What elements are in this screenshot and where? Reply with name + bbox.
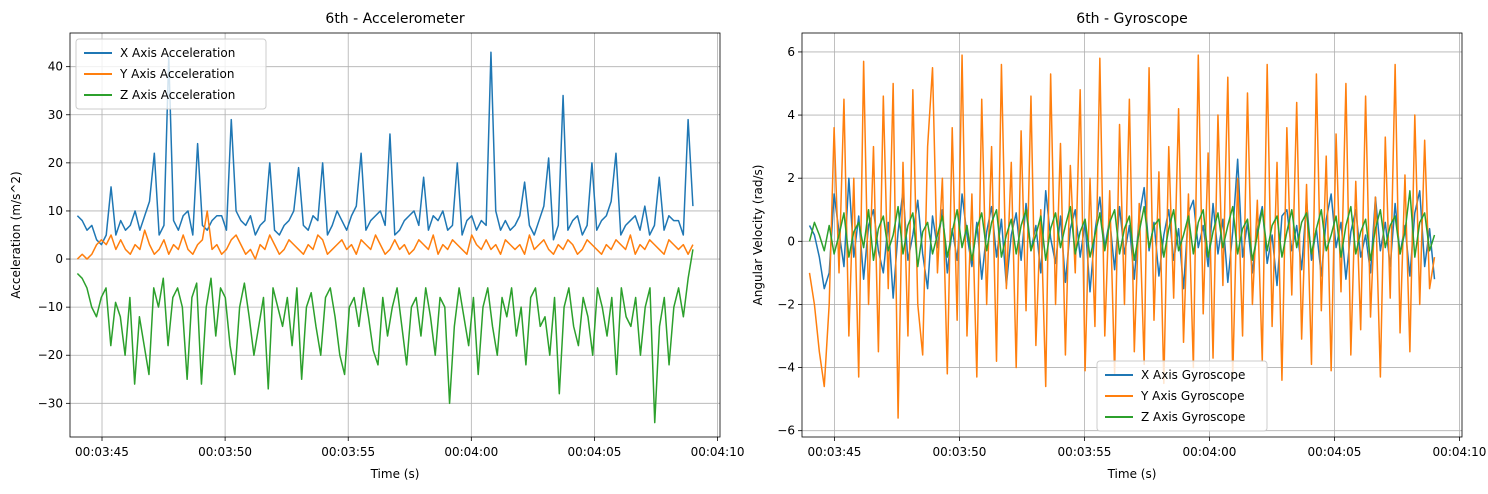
x-tick-label: 00:03:55 <box>1058 445 1112 459</box>
x-tick-label: 00:04:10 <box>691 445 745 459</box>
grid <box>70 33 720 437</box>
legend-label: X Axis Acceleration <box>120 46 235 60</box>
series-line-3 <box>808 190 1436 268</box>
y-tick-label: 4 <box>787 108 795 122</box>
y-axis-label: Angular Velocity (rad/s) <box>751 165 765 306</box>
y-tick-label: 40 <box>48 60 63 74</box>
x-tick-label: 00:04:00 <box>444 445 498 459</box>
x-tick-label: 00:04:05 <box>1308 445 1362 459</box>
chart-panel-2: 00:03:45 00:03:50 00:03:55 00:04:00 00:04:05… <box>751 11 1486 481</box>
y-axis-label: Acceleration (m/s^2) <box>9 171 23 298</box>
legend-label: X Axis Gyroscope <box>1141 368 1245 382</box>
y-tick-label: −10 <box>38 300 63 314</box>
x-tick-label: 00:03:45 <box>75 445 129 459</box>
y-tick-label: 0 <box>55 252 63 266</box>
x-tick-label: 00:04:00 <box>1183 445 1237 459</box>
y-tick-label: −30 <box>38 396 63 410</box>
x-axis-label: Time (s) <box>370 467 420 481</box>
y-tick-label: −6 <box>777 424 795 438</box>
legend: X Axis Gyroscope Y Axis Gyroscope Z Axis G… <box>1096 360 1268 432</box>
y-tick-label: −2 <box>777 297 795 311</box>
y-tick-label: 20 <box>48 156 63 170</box>
legend-label: Y Axis Acceleration <box>119 67 234 81</box>
plot-frame <box>69 32 721 438</box>
y-tick-label: 10 <box>48 204 63 218</box>
series-line-2 <box>808 54 1436 419</box>
chart-title: 6th - Accelerometer <box>325 11 464 27</box>
series-line-1 <box>76 51 694 246</box>
legend-box <box>1096 360 1268 432</box>
x-axis-label: Time (s) <box>1107 467 1157 481</box>
chart-title: 6th - Gyroscope <box>1076 11 1187 27</box>
plot-frame <box>801 32 1463 438</box>
x-tick-label: 00:03:45 <box>808 445 862 459</box>
x-tick-label: 00:03:50 <box>198 445 252 459</box>
legend: X Axis Acceleration Y Axis Acceleration Z … <box>75 38 267 110</box>
legend-label: Y Axis Gyroscope <box>1140 389 1244 403</box>
legend-label: Z Axis Acceleration <box>120 88 235 102</box>
series-line-3 <box>76 249 694 424</box>
y-tick-label: 6 <box>787 45 795 59</box>
legend-label: Z Axis Gyroscope <box>1141 410 1245 424</box>
x-tick-label: 00:04:10 <box>1433 445 1487 459</box>
y-tick-label: 30 <box>48 108 63 122</box>
y-tick-label: −20 <box>38 348 63 362</box>
chart-panel-1: 00:03:45 00:03:50 00:03:55 00:04:00 00:04:05… <box>9 11 744 481</box>
legend-box <box>75 38 267 110</box>
x-tick-label: 00:03:55 <box>321 445 375 459</box>
x-tick-label: 00:04:05 <box>567 445 621 459</box>
y-tick-label: 0 <box>787 234 795 248</box>
series-line-2 <box>76 210 694 260</box>
y-tick-label: −4 <box>777 361 795 375</box>
y-tick-label: 2 <box>787 171 795 185</box>
x-tick-label: 00:03:50 <box>933 445 987 459</box>
